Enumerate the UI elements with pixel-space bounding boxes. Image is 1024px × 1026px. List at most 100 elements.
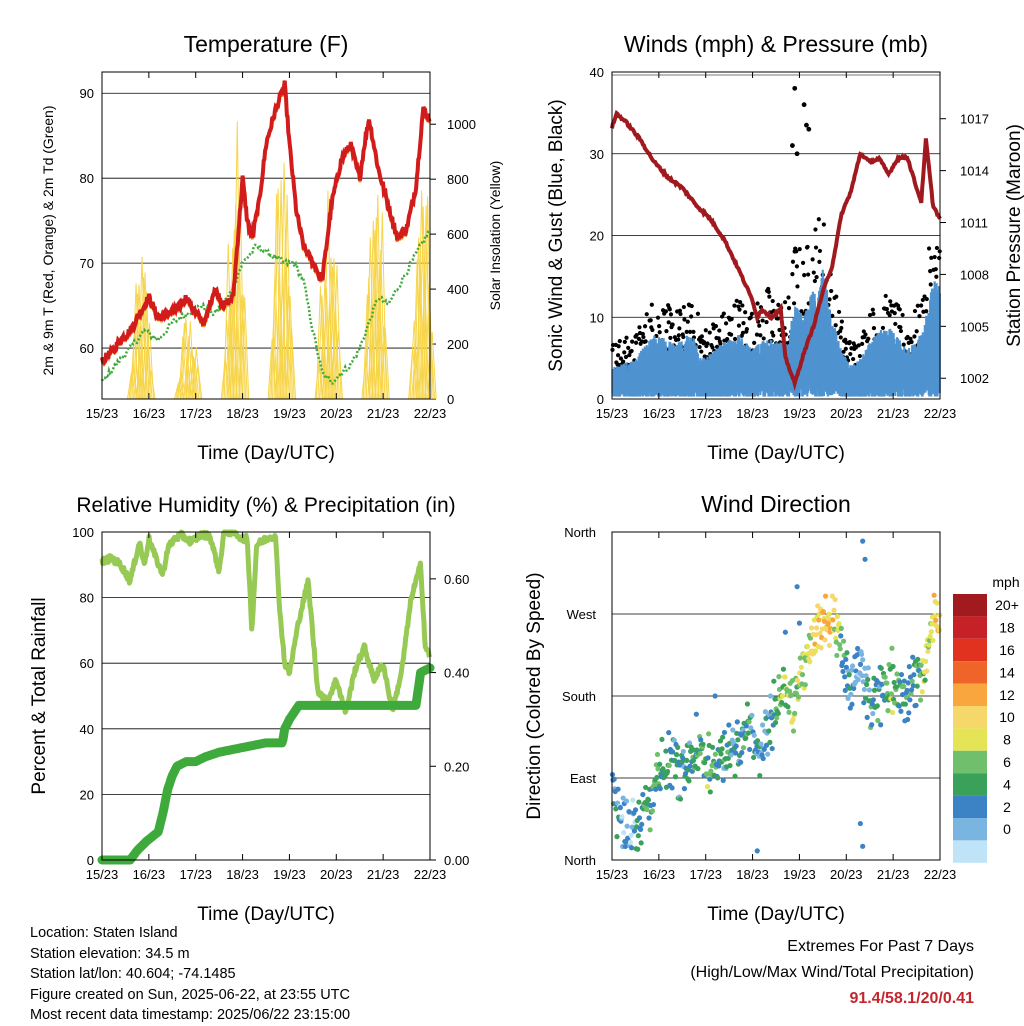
direction-point [848, 691, 854, 697]
direction-point [620, 795, 626, 801]
gust-point [871, 325, 877, 331]
solar-spike [237, 295, 247, 400]
extremes-title: Extremes For Past 7 Days [787, 938, 974, 955]
colorbar-swatch [953, 683, 987, 706]
direction-point [765, 751, 771, 757]
gust-point [744, 326, 749, 332]
x-tick-label: 17/23 [689, 867, 722, 882]
direction-point [925, 648, 931, 655]
direction-point [845, 695, 851, 701]
gust-point [618, 356, 624, 361]
direction-point [878, 722, 884, 728]
direction-point [826, 642, 833, 648]
direction-point [666, 762, 672, 769]
direction-point [718, 751, 724, 757]
direction-point [896, 703, 902, 709]
gust-point [703, 328, 708, 333]
colorbar-swatch [953, 594, 987, 617]
direction-point [716, 763, 722, 769]
direction-point [614, 834, 620, 840]
colorbar-label: 4 [1003, 776, 1011, 792]
direction-point [680, 748, 686, 755]
direction-point [865, 665, 871, 671]
direction-point [628, 845, 635, 851]
rh-series [99, 529, 432, 715]
y-tick-label: 40 [590, 65, 604, 80]
direction-point [622, 843, 629, 850]
gust-point [732, 303, 737, 308]
direction-point [796, 620, 803, 626]
direction-point [671, 737, 677, 743]
gust-outlier [806, 126, 812, 132]
panel-0-title: Temperature (F) [184, 31, 349, 57]
direction-point [779, 693, 785, 699]
gust-point [691, 329, 696, 334]
y2-tick-label: 0.40 [444, 666, 469, 681]
direction-point [931, 592, 937, 598]
direction-point [733, 750, 739, 756]
direction-point [772, 720, 779, 726]
direction-point [915, 656, 921, 662]
direction-point [767, 739, 773, 745]
direction-point [807, 635, 813, 641]
direction-point [863, 673, 869, 679]
gust-point [729, 332, 734, 337]
direction-point [906, 664, 912, 670]
gust-point [760, 318, 765, 323]
direction-point [799, 672, 806, 678]
solar-spike [238, 294, 248, 400]
direction-point [837, 646, 843, 652]
direction-point [636, 799, 642, 805]
colorbar-label: 8 [1003, 732, 1011, 748]
direction-point [769, 745, 775, 752]
solar-spike [327, 266, 337, 400]
gust-point [867, 312, 873, 318]
direction-point [851, 685, 857, 692]
direction-point [748, 725, 754, 731]
direction-point [848, 667, 855, 673]
x-tick-label: 21/23 [877, 406, 910, 421]
gust-point [857, 353, 862, 359]
gust-outlier [792, 85, 798, 91]
direction-point [914, 683, 920, 689]
y2-tick-label: 1008 [960, 267, 989, 282]
solar-spike [272, 193, 282, 400]
colorbar-swatch [953, 706, 987, 729]
gust-point [866, 336, 871, 341]
direction-point [879, 681, 885, 687]
gust-point [929, 255, 934, 260]
direction-point [744, 701, 751, 707]
gust-point [642, 324, 648, 329]
gust-point [681, 304, 686, 310]
solar-spike [329, 258, 339, 400]
direction-point [630, 797, 636, 803]
direction-point [928, 629, 934, 635]
direction-point [669, 785, 675, 791]
direction-point [650, 801, 657, 808]
y-axis-label: Percent & Total Rainfall [29, 597, 50, 794]
colorbar-swatch [953, 616, 987, 639]
direction-point [840, 668, 846, 675]
gust-point [743, 310, 748, 315]
gust-point [702, 340, 707, 345]
direction-point [728, 752, 734, 758]
gust-point [892, 311, 897, 316]
direction-point [889, 709, 896, 716]
gust-point [643, 339, 648, 344]
direction-point [902, 701, 909, 707]
station-location: Location: Staten Island [30, 925, 178, 941]
direction-point [798, 664, 804, 670]
y-tick-label: West [567, 607, 597, 622]
gust-point [821, 222, 826, 227]
dewpoint-series [100, 229, 431, 385]
direction-point [862, 556, 868, 562]
direction-point [767, 693, 774, 699]
gust-point [795, 284, 800, 289]
colorbar-swatch [953, 638, 987, 662]
direction-point [832, 596, 838, 603]
direction-point [858, 651, 865, 657]
solar-spike [143, 335, 153, 400]
direction-point [838, 633, 844, 639]
gust-point [827, 297, 832, 302]
gust-point [676, 333, 681, 338]
